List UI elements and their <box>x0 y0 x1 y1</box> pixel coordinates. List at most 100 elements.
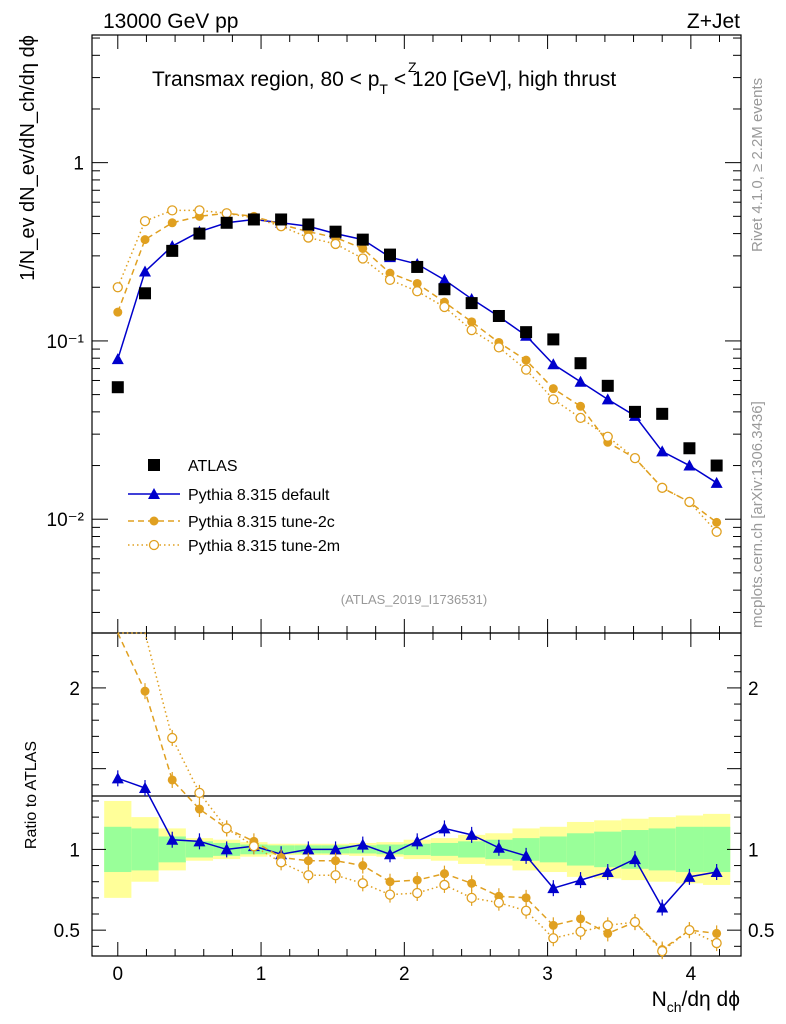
main-y-tick-label: 10⁻¹ <box>47 332 85 353</box>
ratio-point-tune-2c <box>167 775 177 785</box>
plot-title-subscript: T <box>379 81 388 97</box>
legend-label-atlas: ATLAS <box>188 458 238 475</box>
ratio-band-inner <box>648 828 676 871</box>
main-point-tune-2m <box>657 482 668 493</box>
ratio-point-tune-2c <box>521 893 531 903</box>
ratio-point-default <box>438 822 451 834</box>
main-point-tune-2c <box>712 517 722 527</box>
main-point-tune-2m <box>412 286 423 297</box>
ratio-point-tune-2c <box>194 804 204 814</box>
ratio-point-tune-2m <box>384 889 396 900</box>
ratio-point-default <box>166 833 179 845</box>
main-point-default <box>601 393 614 405</box>
ratio-point-tune-2m <box>275 857 287 868</box>
ratio-point-default <box>574 874 587 886</box>
x-axis-label-subscript: ch <box>667 999 682 1015</box>
ratio-band-inner <box>430 842 459 856</box>
main-point-tune-2m <box>439 301 450 313</box>
main-point-atlas <box>492 309 505 322</box>
main-point-atlas <box>166 244 179 257</box>
main-point-tune-2m <box>602 431 613 442</box>
x-axis-label-main: N <box>652 988 667 1011</box>
main-point-atlas <box>628 405 641 418</box>
x-axis-label-tail: /dη dϕ <box>682 988 740 1011</box>
ratio-point-default <box>139 782 152 794</box>
main-point-atlas <box>247 213 260 226</box>
main-point-tune-2m <box>112 282 123 293</box>
ratio-point-default <box>329 843 342 855</box>
main-point-tune-2m <box>330 238 341 250</box>
mcplots-reference-label: mcplots.cern.ch [arXiv:1306.3436] <box>749 401 766 628</box>
main-point-tune-2c <box>113 307 123 317</box>
ratio-y-tick-label-left: 1 <box>69 840 80 861</box>
legend-label-tune-2m: Pythia 8.315 tune-2m <box>188 538 340 555</box>
ratio-point-tune-2c <box>358 861 368 871</box>
ratio-point-tune-2m <box>684 925 695 936</box>
ratio-point-tune-2m <box>493 897 505 908</box>
main-point-tune-2c <box>548 384 558 394</box>
ratio-point-tune-2m <box>194 787 205 799</box>
ratio-point-default <box>411 835 424 847</box>
main-point-tune-2m <box>711 526 722 537</box>
ratio-point-default <box>710 866 723 878</box>
main-point-atlas <box>302 218 315 231</box>
ratio-point-default <box>520 849 533 861</box>
plot-title-tail: < 120 [GeV], high thrust <box>388 68 616 91</box>
ratio-band-inner <box>104 826 132 873</box>
main-point-default <box>438 273 451 285</box>
ratio-point-tune-2c <box>303 856 313 866</box>
main-point-tune-2m <box>520 364 532 375</box>
main-point-default <box>139 265 152 277</box>
ratio-point-default <box>628 853 641 865</box>
main-point-tune-2m <box>684 496 695 508</box>
ratio-point-tune-2m <box>303 870 314 881</box>
main-y-tick-label: 1 <box>73 154 84 175</box>
main-y-axis-label: 1/N_ev dN_ev/dN_ch/dη dϕ <box>17 35 39 281</box>
ratio-point-tune-2m <box>167 732 178 744</box>
main-point-tune-2m <box>575 412 586 424</box>
main-point-tune-2c <box>358 243 368 253</box>
ratio-series-line <box>117 632 717 953</box>
ratio-y-tick-label-right: 2 <box>748 679 759 700</box>
main-point-tune-2m <box>303 232 314 243</box>
main-point-atlas <box>574 357 587 370</box>
ratio-point-tune-2m <box>602 920 613 931</box>
main-point-atlas <box>656 407 669 420</box>
ratio-point-tune-2c <box>467 878 477 888</box>
plot-title-main: Transmax region, 80 < p <box>152 68 379 91</box>
main-point-tune-2m <box>384 274 396 286</box>
ratio-series-line <box>117 632 717 951</box>
main-point-tune-2c <box>576 401 586 411</box>
main-point-default <box>111 353 124 365</box>
ratio-point-tune-2m <box>357 878 368 889</box>
ratio-point-tune-2c <box>140 686 150 696</box>
ratio-point-tune-2c <box>576 914 586 924</box>
main-point-tune-2c <box>467 317 477 327</box>
main-point-atlas <box>547 333 560 346</box>
ratio-point-tune-2m <box>439 879 450 891</box>
main-point-atlas <box>139 287 152 300</box>
ratio-point-tune-2m <box>629 916 641 928</box>
main-point-default <box>710 476 723 488</box>
main-point-atlas <box>383 248 396 261</box>
ratio-point-default <box>383 848 396 860</box>
main-point-atlas <box>411 260 424 273</box>
ratio-point-default <box>465 828 478 840</box>
ratio-band-inner <box>131 828 159 871</box>
ratio-point-tune-2c <box>385 877 395 887</box>
ratio-point-tune-2m <box>466 892 477 904</box>
main-point-atlas <box>275 213 288 226</box>
main-point-tune-2m <box>221 208 232 219</box>
energy-label: 13000 GeV pp <box>103 10 238 33</box>
x-axis-label: Nch/dη dϕ <box>652 988 740 1015</box>
ratio-y-axis-label: Ratio to ATLAS <box>23 741 40 849</box>
ratio-point-default <box>220 843 233 855</box>
main-axis-ticks: 10⁻² 10⁻¹ 1 <box>47 35 741 633</box>
ratio-point-default <box>193 835 206 847</box>
legend-label-default: Pythia 8.315 default <box>188 487 330 504</box>
main-point-tune-2m <box>493 342 505 353</box>
ratio-y-tick-label-right: 0.5 <box>748 921 774 942</box>
analysis-id-label: (ATLAS_2019_I1736531) <box>341 592 487 607</box>
ratio-y-tick-label-right: 1 <box>748 840 759 861</box>
